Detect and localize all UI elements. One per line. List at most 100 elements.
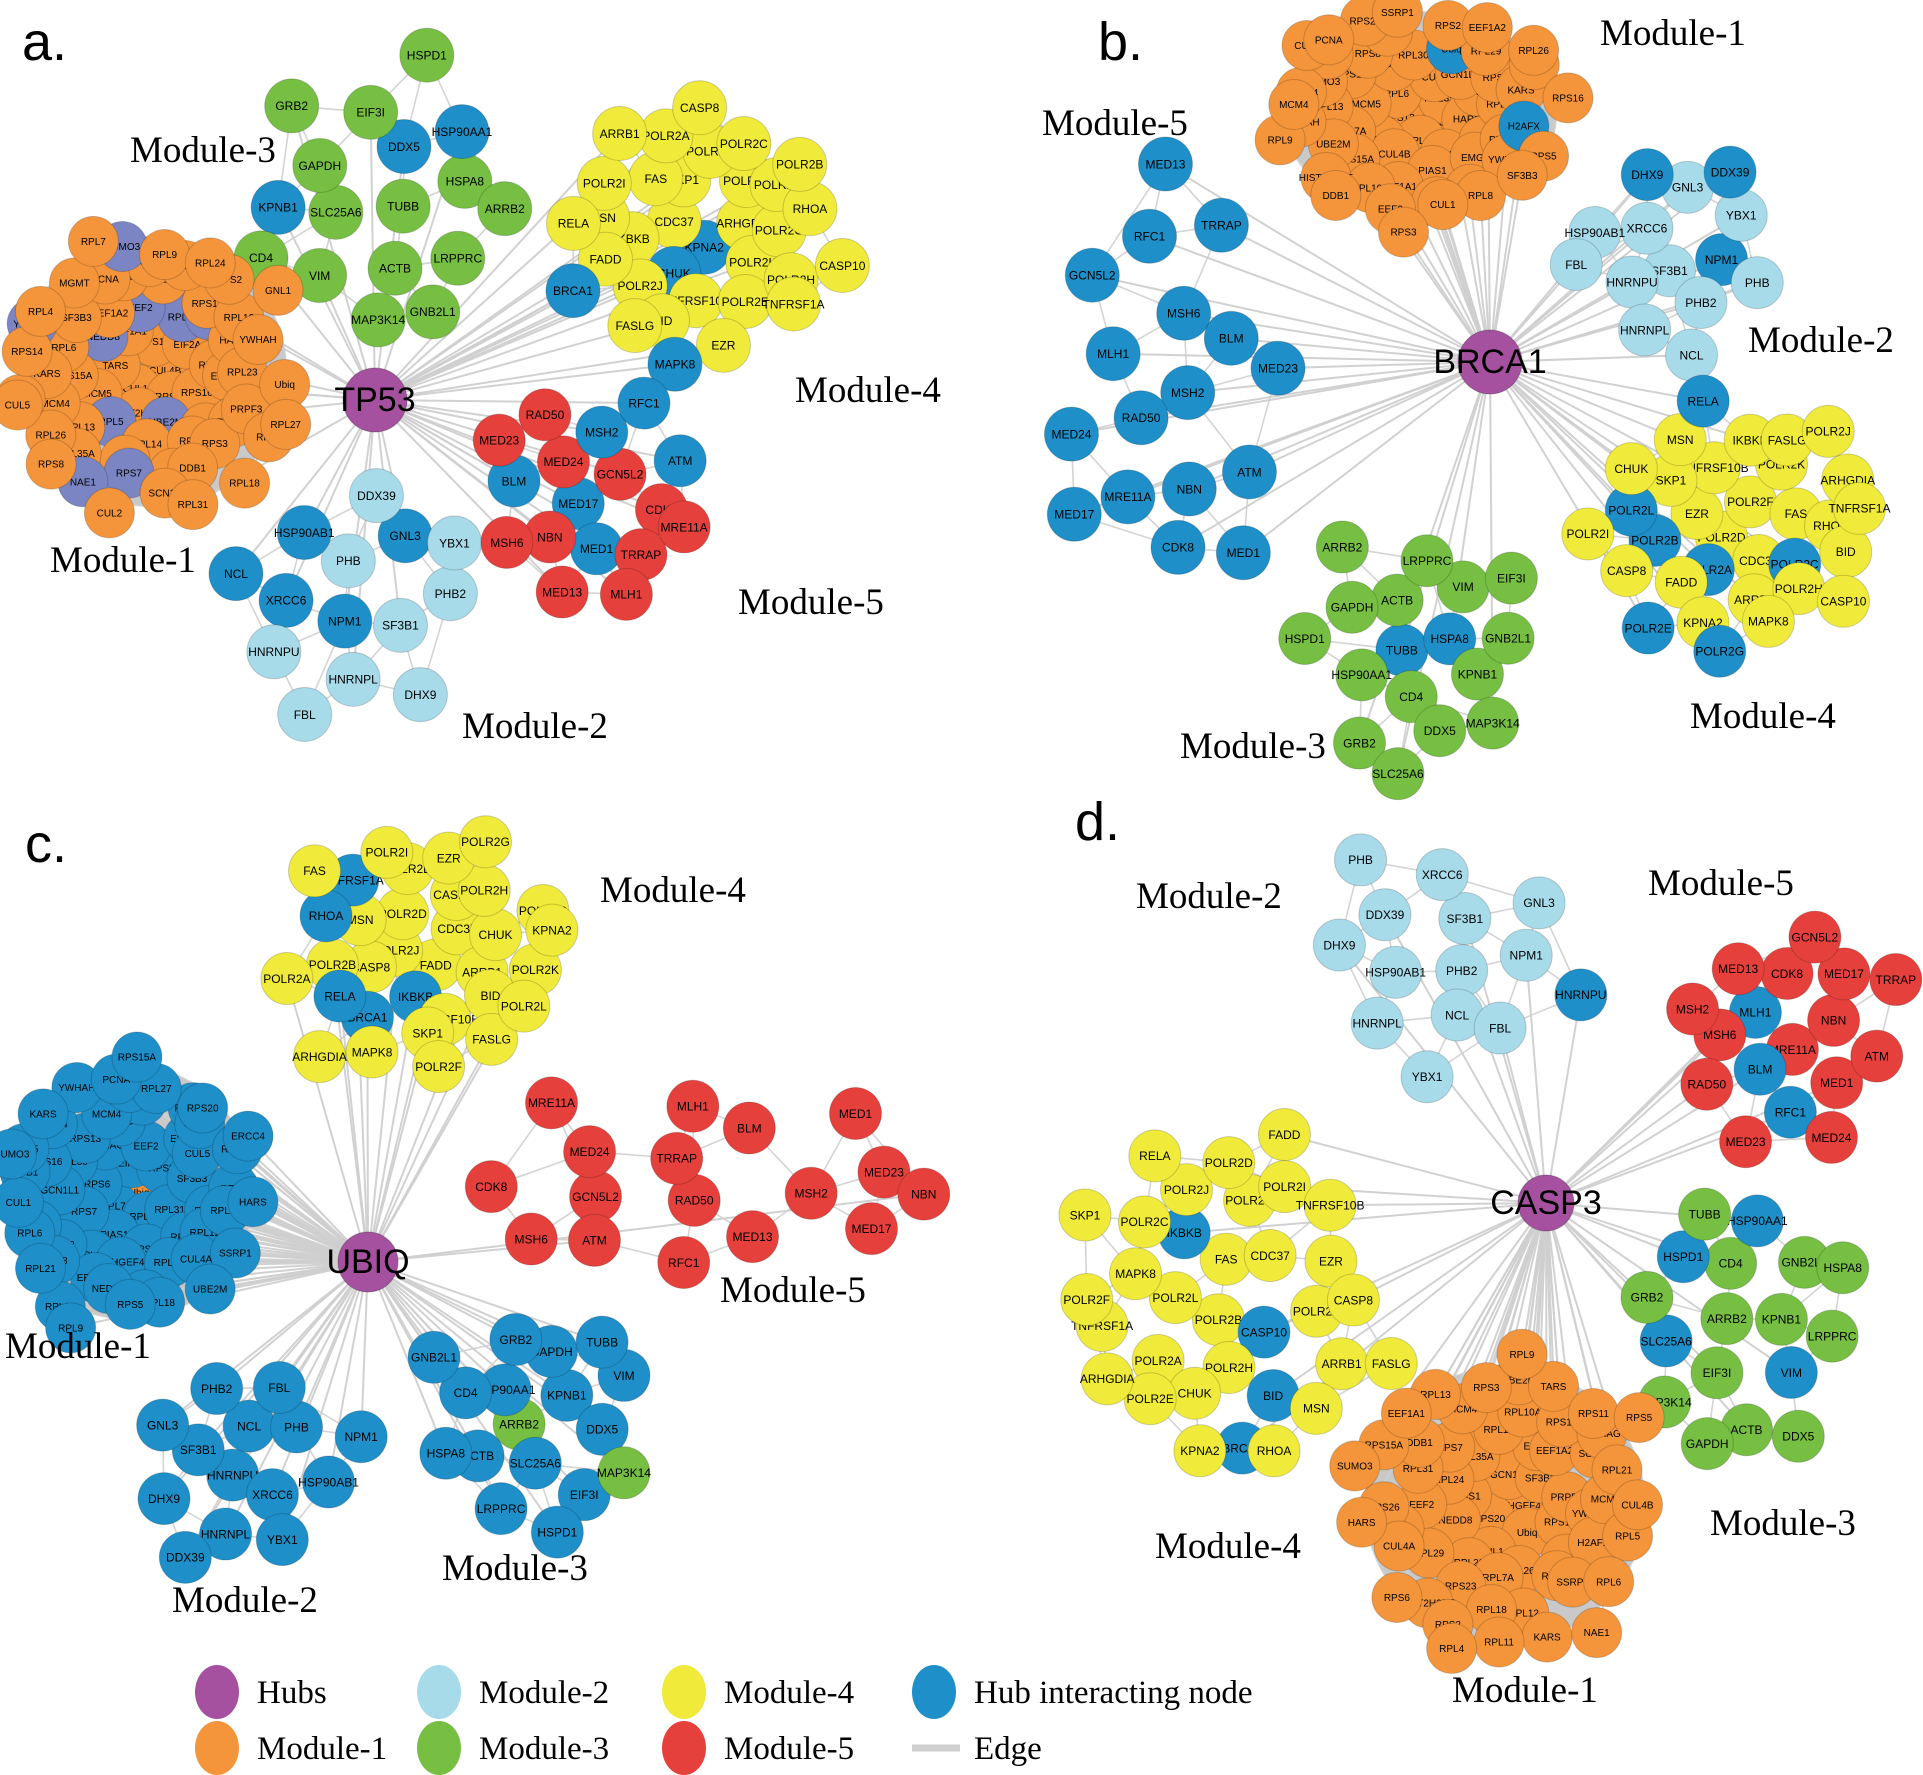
node-circle-PHB2	[1674, 275, 1728, 329]
node-label-NEDD8: NEDD8	[92, 1284, 126, 1295]
node-LRPPRC: LRPPRC	[1400, 534, 1454, 588]
node-circle-POLR2A	[260, 951, 314, 1005]
node-label-EEF2: EEF2	[1409, 1500, 1434, 1511]
node-label-VIM: VIM	[309, 269, 330, 283]
node-label-MED17: MED17	[1824, 967, 1864, 981]
node-label-DDB1: DDB1	[179, 464, 206, 475]
node-label-RPL18: RPL18	[144, 1298, 175, 1309]
node-HARS: HARS	[1336, 1496, 1388, 1548]
node-label-RPS8: RPS8	[149, 1164, 176, 1175]
node-label-RPL13: RPL13	[1420, 1390, 1451, 1401]
node-circle-GNB2L1	[407, 1330, 461, 1384]
node-circle-RPL9	[45, 1302, 97, 1354]
node-label-MSN: MSN	[1303, 1402, 1330, 1416]
node-label-POLR2H: POLR2H	[460, 884, 508, 898]
node-circle-MED13	[1137, 136, 1193, 192]
node-label-YBX1: YBX1	[439, 536, 470, 550]
node-label-RPL18: RPL18	[1476, 1605, 1507, 1616]
node-NPM1: NPM1	[1499, 928, 1553, 982]
node-label-MRE11A: MRE11A	[528, 1096, 575, 1110]
node-XRCC6: XRCC6	[1620, 201, 1674, 255]
node-label-TNFRSF1A: TNFRSF1A	[1828, 502, 1890, 516]
node-CASP10: CASP10	[1816, 574, 1870, 628]
node-label-RPS11: RPS11	[1578, 1409, 1609, 1420]
node-label-RPL12: RPL12	[224, 313, 255, 324]
node-label-POLR2E: POLR2E	[722, 295, 769, 309]
panel-a: TUBB SLC25A6 DDX5 ACTB GAPDH HSPA8 VIM EIF3I LRP…	[0, 12, 941, 747]
node-label-POLR2B: POLR2B	[309, 958, 356, 972]
node-MED23: MED23	[1719, 1115, 1773, 1169]
node-SUMO3: SUMO3	[1329, 1440, 1381, 1492]
node-POLR2L: POLR2L	[1148, 1271, 1202, 1325]
node-TRRAP: TRRAP	[650, 1131, 704, 1185]
panel-c: FADDPOLR2JCDC37IKBKBPOLR2DARRB1CASP8CASP…	[0, 814, 951, 1621]
node-label-RPL24: RPL24	[195, 258, 226, 269]
legend-item-hubs: Hubs	[195, 1665, 327, 1719]
node-label-BLM: BLM	[502, 474, 527, 488]
node-label-RPL23: RPL23	[227, 368, 258, 379]
node-label-MAPK8: MAPK8	[352, 1045, 393, 1059]
node-label-SKP1: SKP1	[1656, 474, 1687, 488]
node-label-DDX5: DDX5	[1782, 1430, 1814, 1444]
node-label-GCN1L1: GCN1L1	[1441, 70, 1480, 81]
node-label-HIST2H2BE: HIST2H2BE	[112, 408, 167, 419]
node-circle-ARRB2	[477, 181, 533, 237]
node-circle-DDX5	[376, 119, 432, 175]
node-circle-CD4	[1384, 670, 1438, 724]
node-label-PCNA: PCNA	[91, 275, 119, 286]
node-label-SF3B3: SF3B3	[61, 313, 92, 324]
node-label-KPNA2: KPNA2	[532, 923, 572, 937]
node-MAP3K14: MAP3K14	[1466, 696, 1520, 750]
cluster-a-module-5: MED17GCN5L2MED1MED24CDK8NBNMSH2TRRAPBLMA…	[472, 376, 711, 621]
node-circle-GAPDH	[292, 137, 348, 193]
module-label-c-module-4: Module-4	[600, 870, 746, 911]
node-circle-ATM	[1221, 444, 1277, 500]
node-label-MCM4: MCM4	[1279, 100, 1309, 111]
node-label-EEF1A1: EEF1A1	[1388, 1409, 1426, 1420]
module-label-b-module-3: Module-3	[1180, 726, 1326, 767]
node-MED17: MED17	[844, 1202, 898, 1256]
node-label-ARHGDIA: ARHGDIA	[1080, 1372, 1135, 1386]
node-NBN: NBN	[897, 1167, 951, 1221]
node-label-YBX1: YBX1	[267, 1533, 298, 1547]
node-DDX39: DDX39	[1703, 145, 1757, 199]
node-label-MAP3K14: MAP3K14	[351, 313, 405, 327]
node-label-BLM: BLM	[1748, 1063, 1773, 1077]
legend-swatch-module5	[662, 1721, 706, 1775]
node-label-HSPD1: HSPD1	[1285, 632, 1325, 646]
node-label-MSH2: MSH2	[585, 425, 619, 439]
node-label-MSH2: MSH2	[1676, 1002, 1710, 1016]
cluster-a-module-3: TUBB SLC25A6 DDX5 ACTB GAPDH HSPA8 VIM EIF3I LRP…	[233, 27, 533, 348]
node-circle-ACTB	[367, 240, 423, 296]
node-circle-FADD	[1257, 1108, 1311, 1162]
node-circle-POLR2L	[497, 979, 551, 1033]
node-label-HSP90AB1: HSP90AB1	[1565, 226, 1626, 240]
node-label-CASP8: CASP8	[1334, 1293, 1374, 1307]
node-DDX39: DDX39	[1358, 888, 1412, 942]
node-circle-LRPPRC	[430, 230, 486, 286]
node-label-GAPDH: GAPDH	[298, 159, 341, 173]
node-circle-RFC1	[657, 1236, 711, 1290]
node-RPL9: RPL9	[45, 1302, 97, 1354]
node-label-UBE2M: UBE2M	[1502, 1375, 1536, 1386]
node-NAE1: NAE1	[1571, 1607, 1623, 1659]
node-label-ARRB2: ARRB2	[499, 1417, 539, 1431]
node-label-SKP1: SKP1	[1070, 1208, 1101, 1222]
node-label-FASLG: FASLG	[1768, 433, 1807, 447]
node-circle-SKP1	[1058, 1188, 1112, 1242]
node-circle-BLM	[1203, 310, 1259, 366]
node-SLC25A6: SLC25A6	[508, 1436, 562, 1490]
node-label-CUL4B: CUL4B	[149, 366, 182, 377]
node-circle-MED23	[857, 1145, 911, 1199]
hub-TP53: TP53	[334, 367, 416, 433]
node-label-NBN: NBN	[911, 1187, 936, 1201]
node-circle-GCN5L2	[1064, 247, 1120, 303]
node-MED17: MED17	[1046, 486, 1102, 542]
node-label-NEDD8: NEDD8	[86, 332, 120, 343]
node-label-POLR2K: POLR2K	[512, 963, 559, 977]
node-label-PHB: PHB	[1348, 853, 1373, 867]
node-circle-HSPD1	[530, 1505, 584, 1559]
node-circle-ATM	[567, 1213, 621, 1267]
node-MRE11A: MRE11A	[657, 500, 711, 554]
